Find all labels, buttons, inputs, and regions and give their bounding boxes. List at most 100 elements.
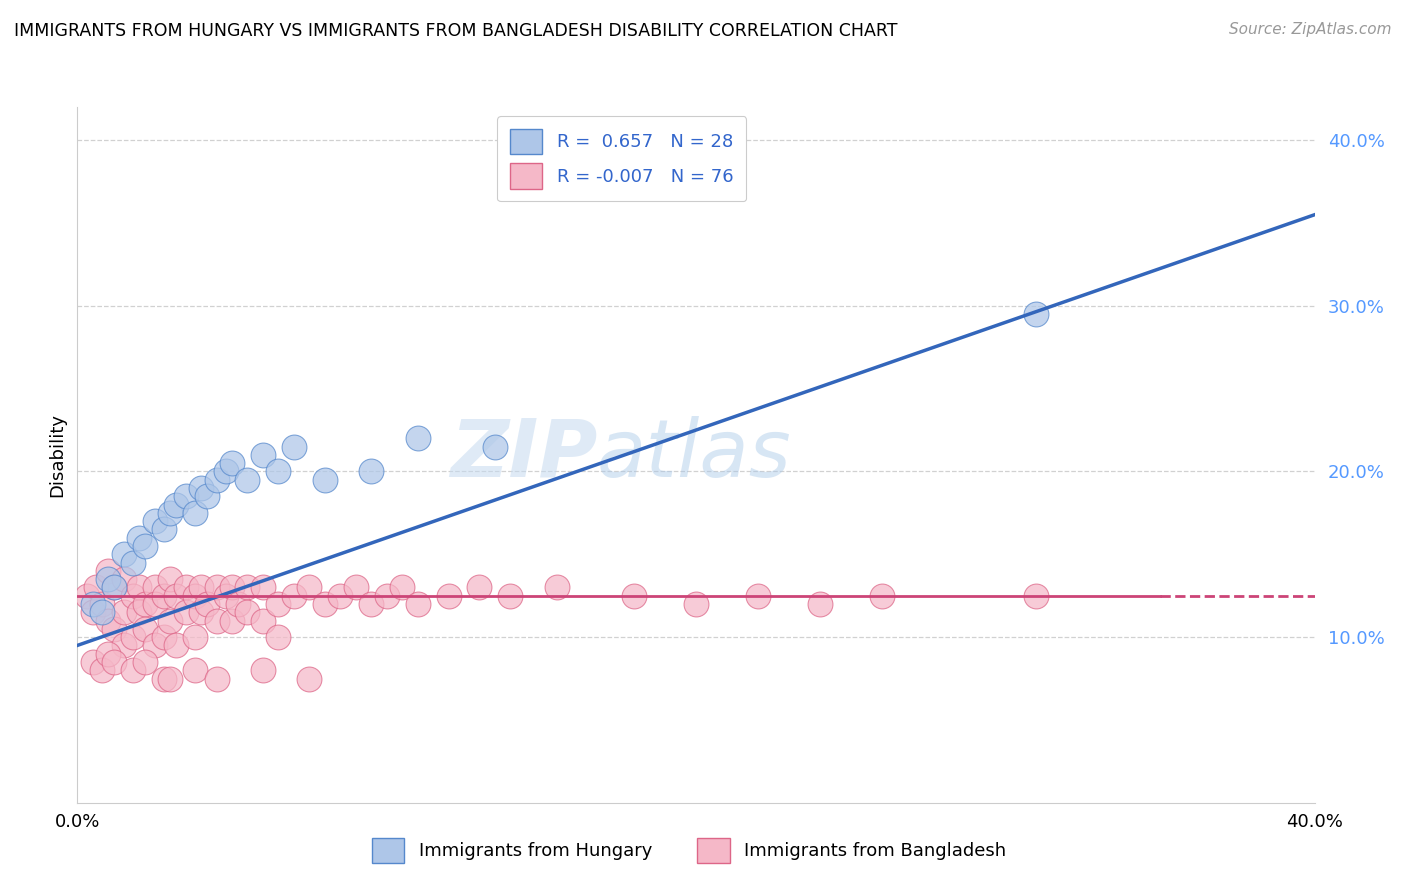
Point: [226, 597, 249, 611]
Text: Source: ZipAtlas.com: Source: ZipAtlas.com: [1229, 22, 1392, 37]
Point: [153, 589, 176, 603]
Point: [165, 589, 187, 603]
Point: [84, 581, 107, 595]
Point: [184, 589, 207, 603]
Point: [128, 531, 150, 545]
Point: [97, 564, 120, 578]
Point: [165, 498, 187, 512]
Point: [437, 589, 460, 603]
Point: [391, 581, 413, 595]
Point: [406, 597, 429, 611]
Point: [252, 581, 274, 595]
Point: [91, 597, 114, 611]
Point: [112, 547, 135, 561]
Point: [103, 581, 125, 595]
Point: [870, 589, 893, 603]
Point: [1025, 307, 1047, 321]
Point: [267, 597, 290, 611]
Point: [184, 506, 207, 520]
Point: [143, 581, 166, 595]
Point: [143, 639, 166, 653]
Point: [134, 655, 156, 669]
Point: [159, 506, 181, 520]
Legend: R =  0.657   N = 28, R = -0.007   N = 76: R = 0.657 N = 28, R = -0.007 N = 76: [498, 116, 747, 202]
Point: [205, 614, 228, 628]
Point: [190, 481, 212, 495]
Point: [283, 440, 305, 454]
Point: [205, 581, 228, 595]
Point: [375, 589, 398, 603]
Point: [236, 581, 259, 595]
Point: [82, 605, 104, 619]
Y-axis label: Disability: Disability: [48, 413, 66, 497]
Point: [298, 672, 321, 686]
Point: [103, 655, 125, 669]
Point: [195, 489, 218, 503]
Point: [252, 614, 274, 628]
Point: [184, 663, 207, 677]
Point: [215, 465, 238, 479]
Point: [97, 647, 120, 661]
Point: [97, 572, 120, 586]
Point: [499, 589, 522, 603]
Point: [685, 597, 707, 611]
Point: [1025, 589, 1047, 603]
Point: [360, 597, 382, 611]
Point: [174, 489, 197, 503]
Point: [221, 581, 243, 595]
Point: [215, 589, 238, 603]
Point: [298, 581, 321, 595]
Point: [112, 639, 135, 653]
Point: [97, 614, 120, 628]
Text: IMMIGRANTS FROM HUNGARY VS IMMIGRANTS FROM BANGLADESH DISABILITY CORRELATION CHA: IMMIGRANTS FROM HUNGARY VS IMMIGRANTS FR…: [14, 22, 897, 40]
Point: [314, 473, 336, 487]
Point: [252, 448, 274, 462]
Point: [134, 539, 156, 553]
Point: [128, 605, 150, 619]
Point: [174, 581, 197, 595]
Point: [808, 597, 831, 611]
Point: [122, 556, 145, 570]
Point: [221, 614, 243, 628]
Point: [159, 614, 181, 628]
Point: [344, 581, 367, 595]
Point: [82, 597, 104, 611]
Point: [112, 572, 135, 586]
Point: [484, 440, 506, 454]
Point: [236, 473, 259, 487]
Point: [205, 473, 228, 487]
Point: [76, 589, 98, 603]
Point: [112, 605, 135, 619]
Point: [283, 589, 305, 603]
Text: ZIP: ZIP: [450, 416, 598, 494]
Point: [267, 630, 290, 644]
Point: [159, 572, 181, 586]
Point: [103, 622, 125, 636]
Legend: Immigrants from Hungary, Immigrants from Bangladesh: Immigrants from Hungary, Immigrants from…: [361, 827, 1017, 874]
Point: [143, 514, 166, 528]
Point: [314, 597, 336, 611]
Point: [468, 581, 491, 595]
Point: [122, 663, 145, 677]
Point: [134, 597, 156, 611]
Point: [267, 465, 290, 479]
Point: [153, 523, 176, 537]
Point: [190, 605, 212, 619]
Point: [159, 672, 181, 686]
Point: [747, 589, 769, 603]
Point: [205, 672, 228, 686]
Point: [623, 589, 645, 603]
Point: [546, 581, 568, 595]
Point: [91, 605, 114, 619]
Point: [134, 622, 156, 636]
Point: [103, 581, 125, 595]
Point: [406, 431, 429, 445]
Point: [165, 639, 187, 653]
Point: [195, 597, 218, 611]
Point: [122, 589, 145, 603]
Text: atlas: atlas: [598, 416, 792, 494]
Point: [174, 605, 197, 619]
Point: [128, 581, 150, 595]
Point: [122, 630, 145, 644]
Point: [153, 630, 176, 644]
